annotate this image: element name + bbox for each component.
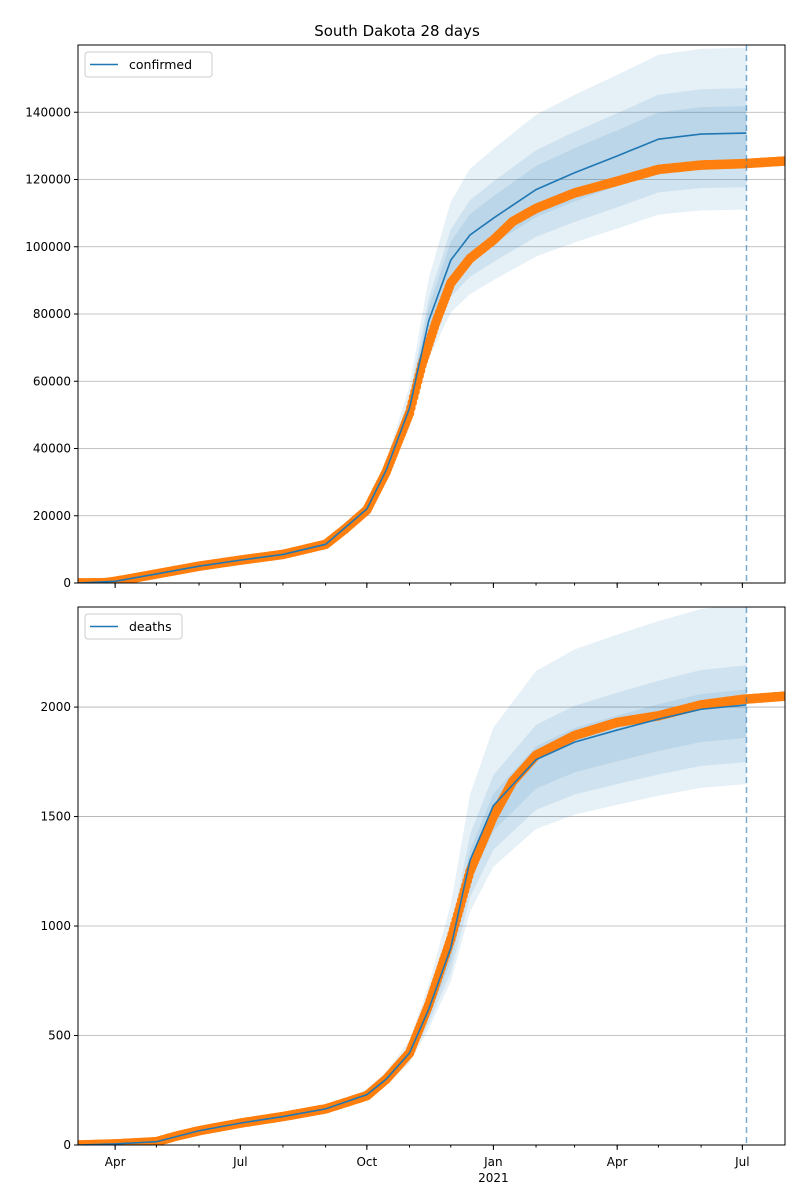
- x-tick-sublabel: 2021: [478, 1171, 509, 1185]
- y-tick-label: 40000: [33, 442, 71, 456]
- legend-box: [84, 51, 213, 78]
- x-tick-label: Jul: [232, 1155, 247, 1169]
- band-inner: [78, 689, 747, 1145]
- legend-label: confirmed: [129, 57, 192, 72]
- y-tick-label: 140000: [25, 105, 71, 119]
- band-outer: [78, 47, 747, 583]
- x-tick-label: Oct: [356, 1155, 377, 1169]
- band-inner: [78, 106, 747, 583]
- y-tick-label: 120000: [25, 173, 71, 187]
- deaths-panel: 0 500 1000 1500 2000 Apr Jul Oct Jan 2021 Apr Jul de…: [40, 606, 786, 1185]
- y-tick-label: 0: [63, 1138, 71, 1152]
- y-tick-label: 100000: [25, 240, 71, 254]
- band-middle: [78, 665, 747, 1145]
- observed-point: [780, 156, 785, 166]
- y-tick-label: 80000: [33, 307, 71, 321]
- legend-label: deaths: [129, 619, 172, 634]
- model-line: [78, 704, 747, 1145]
- plot-area: [78, 607, 785, 1145]
- band-middle: [78, 88, 747, 583]
- x-tick-label: Apr: [105, 1155, 126, 1169]
- y-tick-label: 20000: [33, 509, 71, 523]
- axes-frame: [77, 606, 786, 1146]
- model-line: [78, 132, 747, 583]
- confirmed-panel: 0 20000 40000 60000 80000 100000 120000 140000 c…: [25, 44, 786, 590]
- y-tick-label: 2000: [40, 700, 71, 714]
- x-tick-label: Jan: [483, 1155, 503, 1169]
- x-tick-label: Jul: [734, 1155, 749, 1169]
- y-tick-label: 1000: [40, 919, 71, 933]
- observed-point: [780, 691, 785, 701]
- legend-box: [84, 613, 183, 640]
- y-tick-label: 1500: [40, 810, 71, 824]
- y-tick-label: 0: [63, 576, 71, 590]
- chart-title: South Dakota 28 days: [314, 22, 480, 40]
- plot-area: [78, 47, 785, 583]
- x-tick-label: Apr: [607, 1155, 628, 1169]
- axes-frame: [77, 44, 786, 584]
- y-tick-label: 500: [48, 1029, 71, 1043]
- y-tick-label: 60000: [33, 374, 71, 388]
